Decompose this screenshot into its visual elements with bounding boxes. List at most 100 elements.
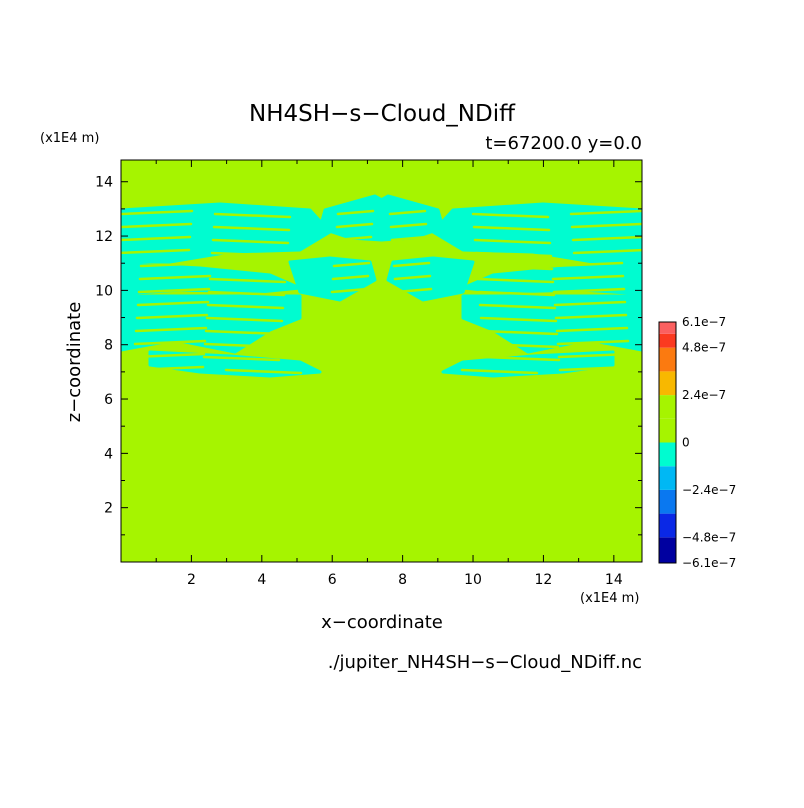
y-tick-label: 4 <box>104 446 113 462</box>
feature-streak <box>399 352 438 359</box>
feature-streak <box>397 326 436 333</box>
feature-streak <box>211 238 290 245</box>
feature-streak <box>474 251 553 258</box>
colorbar-band <box>659 395 676 419</box>
feature-streak <box>335 222 374 229</box>
feature-streak <box>135 313 209 320</box>
colorbar-tick-label: −4.8e−7 <box>682 530 736 544</box>
feature-streak <box>479 316 558 323</box>
feature-band <box>121 294 302 354</box>
feature-band <box>461 294 642 354</box>
feature-streak <box>395 300 434 307</box>
x-tick-label: 6 <box>328 572 337 588</box>
feature-streak <box>324 365 363 372</box>
feature-streak <box>121 235 192 242</box>
colorbar-band <box>659 371 676 396</box>
feature-streak <box>554 313 628 320</box>
feature-streak <box>394 287 433 294</box>
colorbar: 6.1e−7 4.8e−7 2.4e−7 0 −2.4e−7 −4.8e−7 −6.1e−7 <box>658 315 736 570</box>
x-tick-label: 12 <box>535 572 553 588</box>
y-axis-label: z−coordinate <box>64 302 85 423</box>
feature-streak <box>121 248 191 255</box>
x-tick-label: 10 <box>464 572 482 588</box>
feature-streak <box>393 274 432 281</box>
feature-streak <box>332 261 371 268</box>
feature-streak <box>134 326 208 333</box>
feature-streak <box>398 339 437 346</box>
feature-streak <box>138 274 212 281</box>
feature-streak <box>472 225 551 232</box>
colorbar-band <box>659 333 676 348</box>
x-tick-label: 8 <box>398 572 407 588</box>
feature-streak <box>213 212 292 219</box>
feature-streak <box>471 212 550 219</box>
feature-streak <box>329 300 368 307</box>
feature-streak <box>139 261 213 268</box>
feature-streak <box>556 339 630 346</box>
feature-streak <box>388 209 427 216</box>
colorbar-tick-label: 6.1e−7 <box>682 315 726 329</box>
colorbar-tick-label: 2.4e−7 <box>682 388 726 402</box>
feature-streak <box>569 209 642 216</box>
colorbar-band <box>659 513 676 538</box>
feature-streak <box>132 352 206 359</box>
feature-streak <box>331 274 370 281</box>
feature-streak <box>476 277 555 284</box>
feature-streak <box>392 261 431 268</box>
feature-streak <box>121 209 194 216</box>
feature-streak <box>570 222 642 229</box>
feature-streak <box>204 329 283 336</box>
colorbar-tick-label: −2.4e−7 <box>682 483 736 497</box>
feature-streak <box>553 300 627 307</box>
file-label: ./jupiter_NH4SH−s−Cloud_NDiff.nc <box>328 652 642 673</box>
x-tick-label: 4 <box>257 572 266 588</box>
colorbar-band <box>659 466 676 490</box>
feature-streak <box>571 235 642 242</box>
plot-frame <box>120 159 643 563</box>
feature-streak <box>558 365 632 372</box>
colorbar-band <box>659 418 676 443</box>
feature-streak <box>389 222 428 229</box>
colorbar-band <box>659 489 676 514</box>
feature-streak <box>328 313 367 320</box>
colorbar-band <box>659 442 676 467</box>
feature-streak <box>552 287 626 294</box>
y-tick-label: 12 <box>95 229 113 245</box>
colorbar-tick-label: 0 <box>682 436 690 450</box>
feature-streak <box>137 287 211 294</box>
feature-streak <box>550 261 624 268</box>
feature-streak <box>390 235 429 242</box>
colorbar-band <box>659 322 676 334</box>
feature-streak <box>325 352 364 359</box>
y-tick-label: 2 <box>104 501 113 517</box>
feature-streak <box>482 355 561 362</box>
feature-streak <box>208 277 287 284</box>
feature-streak <box>327 326 366 333</box>
x-axis-label: x−coordinate <box>321 612 443 633</box>
feature-streak <box>334 235 373 242</box>
feature-streak <box>333 248 372 255</box>
feature-streak <box>133 339 207 346</box>
feature-streak <box>473 238 552 245</box>
cloud-features <box>121 194 642 378</box>
colorbar-band <box>659 347 676 372</box>
feature-streak <box>136 300 210 307</box>
feature-streak <box>209 264 288 271</box>
feature-streak <box>121 222 193 229</box>
feature-streak <box>551 274 625 281</box>
y-tick-label: 14 <box>95 175 113 191</box>
feature-streak <box>212 225 291 232</box>
feature-band <box>121 202 332 264</box>
feature-band <box>431 202 642 264</box>
feature-streak <box>400 365 439 372</box>
feature-streak <box>203 342 282 349</box>
feature-streak <box>480 329 559 336</box>
feature-streak <box>330 287 369 294</box>
feature-streak <box>391 248 430 255</box>
feature-streak <box>555 326 629 333</box>
chart-title: NH4SH−s−Cloud_NDiff <box>249 101 516 127</box>
chart-subtitle: t=67200.0 y=0.0 <box>485 133 642 154</box>
feature-band <box>386 256 475 302</box>
plot-area: 2 4 6 8 10 12 14 2 4 6 8 10 12 14 <box>95 159 643 588</box>
